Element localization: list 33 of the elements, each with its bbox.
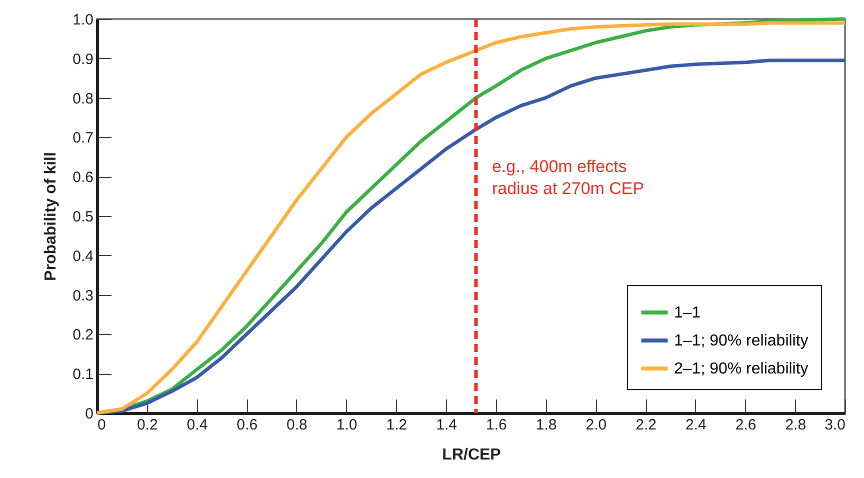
y-tick-label: 0.8	[72, 90, 94, 108]
x-tick-label: 0	[98, 416, 106, 434]
x-tick-label: 3.0	[824, 416, 846, 434]
x-tick-label: 0.8	[286, 416, 308, 434]
y-tick-label: 0.3	[72, 287, 94, 304]
y-tick-label: 0.5	[72, 208, 94, 226]
x-tick-label: 2.2	[636, 416, 656, 434]
x-tick-label: 0.6	[236, 416, 258, 434]
x-tick-label: 1.2	[386, 416, 408, 434]
x-tick-label: 1.4	[436, 416, 457, 434]
x-tick-label: 1.8	[536, 416, 557, 434]
x-tick-label: 1.0	[336, 416, 358, 434]
y-tick-label: 0.1	[72, 366, 94, 384]
x-tick-label: 2.8	[785, 416, 806, 434]
y-tick-label: 1.0	[72, 12, 94, 28]
y-tick-label: 0.6	[72, 169, 94, 186]
x-tick-label: 0.4	[186, 416, 208, 434]
y-tick-label: 0.7	[72, 130, 94, 147]
ref-line-label: e.g., 400m effects radius at 270m CEP	[492, 157, 644, 198]
x-tick-label: 2.4	[685, 416, 706, 434]
x-axis-title: LR/CEP	[442, 446, 502, 464]
y-axis-title: Probability of kill	[42, 152, 60, 281]
y-tick-label: 0.9	[72, 50, 94, 68]
x-tick-label: 2.0	[586, 416, 607, 434]
y-tick-label: 0.4	[72, 248, 94, 265]
legend-label: 2–1; 90% reliability	[674, 360, 808, 378]
x-tick-label: 2.6	[735, 416, 756, 434]
legend-label: 1–1	[674, 304, 701, 322]
y-tick-label: 0	[85, 406, 94, 422]
x-tick-label: 1.6	[486, 416, 507, 434]
legend-label: 1–1; 90% reliability	[674, 332, 808, 350]
x-tick-label: 0.2	[136, 416, 158, 434]
y-tick-label: 0.2	[72, 326, 94, 344]
